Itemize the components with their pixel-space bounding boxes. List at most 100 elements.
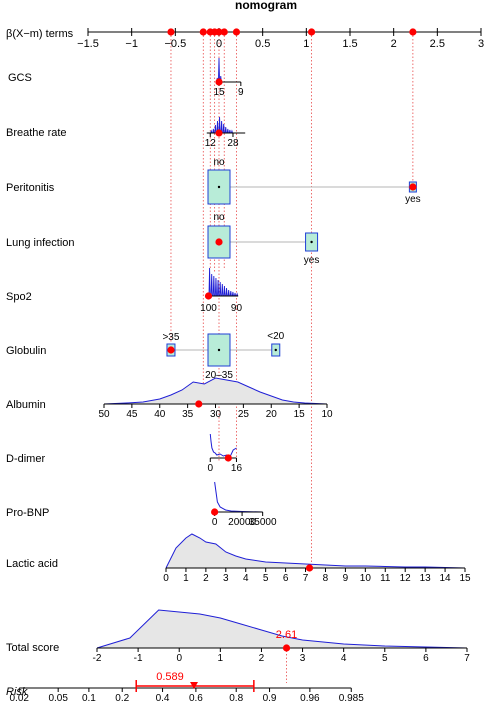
- lactic-tick-label: 13: [420, 573, 432, 584]
- label-globulin: Globulin: [6, 345, 46, 357]
- gcs-tick-label: 9: [238, 87, 244, 98]
- label-breathe-rate: Breathe rate: [6, 127, 67, 139]
- chart-title: nomogram: [235, 0, 297, 12]
- risk-tick-label: 0.4: [156, 693, 170, 704]
- beta-axis-label: β(X−m) terms: [6, 28, 74, 40]
- albumin-tick-label: 10: [321, 409, 333, 420]
- albumin-tick-label: 40: [154, 409, 166, 420]
- albumin-tick-label: 45: [126, 409, 138, 420]
- risk-tick-label: 0.05: [48, 693, 68, 704]
- probnp-marker: [211, 508, 219, 516]
- risk-tick-label: 0.1: [82, 693, 96, 704]
- beta-point: [232, 28, 241, 36]
- label-peritonitis: Peritonitis: [6, 182, 55, 194]
- label-total-score: Total score: [6, 642, 59, 654]
- lung-level-no: no: [213, 212, 225, 223]
- lactic-tick-label: 4: [243, 573, 249, 584]
- total-tick-label: 4: [341, 653, 347, 664]
- spo2-density: [208, 267, 239, 297]
- ddimer-tick-label: 16: [231, 463, 243, 474]
- ddimer-marker: [224, 454, 232, 462]
- albumin-marker: [195, 400, 203, 408]
- beta-tick-label: 1.5: [342, 38, 357, 50]
- lactic-tick-label: 7: [303, 573, 309, 584]
- lactic-tick-label: 0: [163, 573, 169, 584]
- breathe-tick-label: 12: [205, 138, 217, 149]
- beta-tick-label: 0: [216, 38, 222, 50]
- risk-tick-label: 0.02: [9, 693, 29, 704]
- label-lung-infection: Lung infection: [6, 237, 75, 249]
- total-tick-label: 3: [300, 653, 306, 664]
- gcs-density: [216, 57, 222, 83]
- beta-point: [199, 28, 207, 36]
- total-tick-label: -2: [93, 653, 102, 664]
- albumin-tick-label: 30: [210, 409, 222, 420]
- probnp-tick-label: 20000: [228, 517, 256, 528]
- total-density: [96, 609, 468, 649]
- total-tick-label: 5: [382, 653, 388, 664]
- lactic-tick-label: 10: [360, 573, 372, 584]
- total-density-fill: [97, 610, 467, 648]
- ddimer-density-fill: [210, 434, 236, 458]
- albumin-tick-label: 50: [98, 409, 110, 420]
- beta-tick-label: −0.5: [164, 38, 186, 50]
- lactic-tick-label: 9: [343, 573, 349, 584]
- lung-box-yes-center: [310, 240, 313, 244]
- total-marker: [282, 644, 291, 652]
- lactic-marker: [305, 564, 314, 572]
- globulin-level-high: >35: [162, 332, 179, 343]
- beta-tick-label: 2: [391, 38, 397, 50]
- lung-level-yes: yes: [304, 255, 320, 266]
- beta-tick-label: 0.5: [255, 38, 270, 50]
- ddimer-density: [209, 433, 237, 458]
- globulin-marker: [167, 346, 175, 354]
- lactic-tick-label: 11: [380, 573, 391, 584]
- total-tick-label: 6: [423, 653, 429, 664]
- beta-point: [220, 28, 228, 36]
- beta-tick-label: −1.5: [77, 38, 99, 50]
- albumin-tick-label: 20: [266, 409, 278, 420]
- beta-point: [307, 28, 316, 36]
- probnp-tick-label: 0: [212, 517, 218, 528]
- lactic-tick-label: 3: [223, 573, 229, 584]
- total-value-label: 2.61: [276, 629, 297, 641]
- lactic-density: [165, 533, 466, 569]
- peritonitis-level-yes: yes: [405, 194, 421, 205]
- lactic-tick-label: 15: [459, 573, 471, 584]
- label-risk: Risk: [6, 686, 28, 698]
- breathe-tick-label: 28: [227, 138, 239, 149]
- beta-tick-label: 3: [478, 38, 484, 50]
- probnp-density: [214, 481, 263, 513]
- label-albumin: Albumin: [6, 399, 46, 411]
- lactic-tick-label: 1: [183, 573, 189, 584]
- total-tick-label: 1: [218, 653, 224, 664]
- lactic-tick-label: 14: [440, 573, 452, 584]
- risk-tick-label: 0.8: [229, 693, 243, 704]
- beta-point: [215, 28, 223, 36]
- label-lactic-acid: Lactic acid: [6, 558, 58, 570]
- total-tick-label: 7: [464, 653, 470, 664]
- total-tick-label: 2: [259, 653, 265, 664]
- albumin-tick-label: 25: [238, 409, 250, 420]
- probnp-tick-label: 35000: [249, 517, 277, 528]
- globulin-box-mid-center: [217, 348, 221, 352]
- ddimer-tick-label: 0: [207, 463, 213, 474]
- gcs-tick-label: 15: [213, 87, 225, 98]
- breathe-marker: [215, 129, 223, 137]
- lactic-tick-label: 8: [323, 573, 329, 584]
- nomogram-plot: −1.5 −1 −0.5 0 0.5 1 1.5 2 2.5 315 912 28noyesnoyes…: [9, 28, 484, 704]
- albumin-density: [103, 377, 328, 405]
- risk-tick-label: 0.2: [115, 693, 129, 704]
- spo2-tick-label: 90: [231, 303, 243, 314]
- risk-tick-label: 0.9: [263, 693, 277, 704]
- label-d-dimer: D-dimer: [6, 453, 45, 465]
- lactic-density-fill: [166, 534, 465, 568]
- lactic-tick-label: 12: [400, 573, 412, 584]
- beta-point: [167, 28, 175, 36]
- total-tick-label: -1: [134, 653, 143, 664]
- albumin-density-fill: [104, 378, 327, 404]
- gcs-marker: [215, 78, 223, 86]
- label-gcs: GCS: [8, 72, 32, 84]
- risk-tick-label: 0.6: [189, 693, 203, 704]
